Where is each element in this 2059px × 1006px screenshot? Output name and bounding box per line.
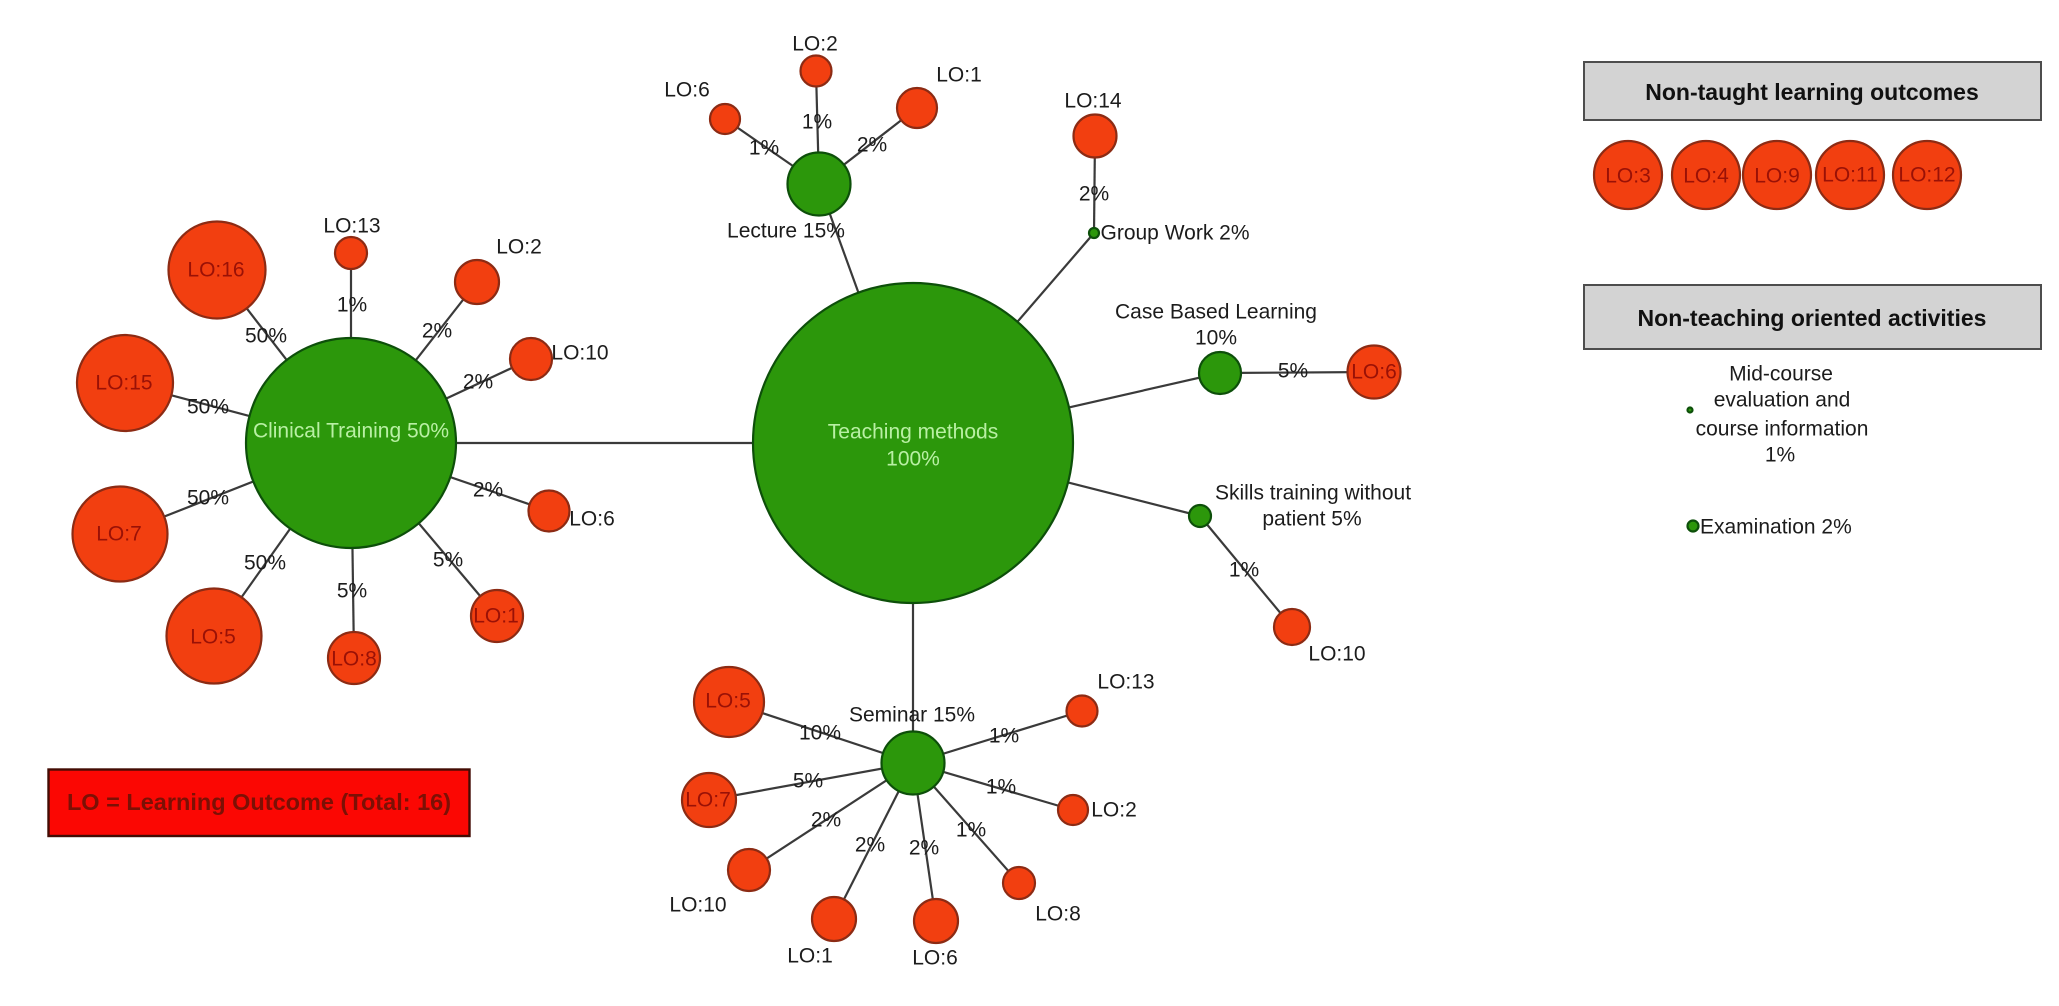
svg-text:LO:5: LO:5 [705,690,751,713]
svg-text:LO:9: LO:9 [1754,165,1800,188]
svg-text:Examination 2%: Examination 2% [1700,516,1852,539]
svg-text:Lecture 15%: Lecture 15% [727,220,845,243]
svg-text:1%: 1% [749,137,779,160]
svg-text:2%: 2% [463,371,493,394]
svg-text:Non-teaching oriented activiti: Non-teaching oriented activities [1638,305,1987,331]
svg-text:2%: 2% [1079,183,1109,206]
svg-text:LO:2: LO:2 [792,33,838,56]
svg-text:10%: 10% [1195,327,1237,350]
svg-text:course information: course information [1696,418,1869,441]
svg-text:Skills training without: Skills training without [1215,482,1411,505]
svg-text:LO:10: LO:10 [551,342,608,365]
svg-text:LO:8: LO:8 [331,648,377,671]
svg-text:LO:10: LO:10 [669,894,726,917]
svg-text:50%: 50% [245,325,287,348]
svg-text:LO:11: LO:11 [1822,164,1878,187]
svg-text:Mid-course: Mid-course [1729,363,1833,386]
svg-text:Clinical Training 50%: Clinical Training 50% [253,420,449,443]
svg-text:LO:7: LO:7 [96,523,142,546]
svg-text:LO:12: LO:12 [1898,164,1955,187]
svg-text:2%: 2% [857,134,887,157]
svg-text:1%: 1% [1765,444,1795,467]
svg-text:1%: 1% [1229,559,1259,582]
svg-text:LO:1: LO:1 [787,945,833,968]
svg-text:LO:16: LO:16 [187,259,244,282]
svg-text:Non-taught learning outcomes: Non-taught learning outcomes [1645,79,1979,105]
svg-text:2%: 2% [422,320,452,343]
svg-text:5%: 5% [793,770,823,793]
svg-text:LO:14: LO:14 [1064,90,1122,113]
svg-text:evaluation and: evaluation and [1714,389,1851,412]
svg-text:patient 5%: patient 5% [1262,508,1361,531]
svg-text:LO = Learning Outcome (Total:: LO = Learning Outcome (Total: 16) [67,789,451,815]
svg-text:100%: 100% [886,448,940,471]
svg-text:LO:5: LO:5 [190,626,236,649]
svg-text:5%: 5% [1278,360,1308,383]
svg-text:LO:13: LO:13 [323,215,380,238]
svg-text:LO:6: LO:6 [912,947,958,970]
svg-text:2%: 2% [811,809,841,832]
svg-text:LO:2: LO:2 [496,236,542,259]
svg-text:1%: 1% [337,294,367,317]
svg-text:LO:8: LO:8 [1035,903,1081,926]
svg-text:LO:6: LO:6 [569,508,615,531]
svg-text:1%: 1% [802,111,832,134]
svg-text:LO:7: LO:7 [685,789,731,812]
svg-text:Group Work 2%: Group Work 2% [1101,222,1250,245]
svg-text:LO:10: LO:10 [1308,643,1365,666]
svg-text:2%: 2% [855,834,885,857]
svg-text:50%: 50% [187,487,229,510]
svg-text:1%: 1% [989,725,1019,748]
svg-text:Teaching methods: Teaching methods [828,421,998,444]
svg-text:2%: 2% [909,837,939,860]
svg-text:50%: 50% [244,552,286,575]
svg-text:LO:3: LO:3 [1605,165,1651,188]
svg-text:LO:6: LO:6 [1351,361,1397,384]
svg-text:50%: 50% [187,396,229,419]
svg-text:1%: 1% [986,776,1016,799]
svg-text:1%: 1% [956,819,986,842]
svg-text:5%: 5% [433,549,463,572]
svg-text:5%: 5% [337,580,367,603]
svg-text:Seminar 15%: Seminar 15% [849,704,975,727]
svg-text:LO:1: LO:1 [473,605,519,628]
svg-text:LO:1: LO:1 [936,64,982,87]
svg-text:LO:13: LO:13 [1097,671,1154,694]
svg-text:2%: 2% [473,479,503,502]
svg-text:Case Based Learning: Case Based Learning [1115,301,1317,324]
svg-text:LO:15: LO:15 [95,372,152,395]
svg-text:LO:6: LO:6 [664,79,710,102]
svg-text:10%: 10% [799,722,841,745]
svg-text:LO:2: LO:2 [1091,799,1137,822]
svg-text:LO:4: LO:4 [1683,165,1729,188]
